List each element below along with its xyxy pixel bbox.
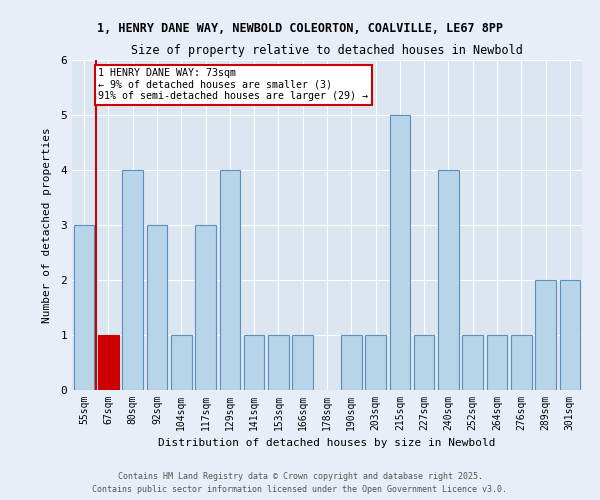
X-axis label: Distribution of detached houses by size in Newbold: Distribution of detached houses by size … <box>158 438 496 448</box>
Bar <box>365 335 386 390</box>
Text: 1, HENRY DANE WAY, NEWBOLD COLEORTON, COALVILLE, LE67 8PP: 1, HENRY DANE WAY, NEWBOLD COLEORTON, CO… <box>97 22 503 36</box>
Bar <box>463 335 483 390</box>
Bar <box>389 115 410 390</box>
Bar <box>268 335 289 390</box>
Bar <box>74 225 94 390</box>
Bar <box>244 335 265 390</box>
Bar <box>220 170 240 390</box>
Bar <box>122 170 143 390</box>
Bar <box>98 335 119 390</box>
Y-axis label: Number of detached properties: Number of detached properties <box>42 127 52 323</box>
Bar <box>341 335 362 390</box>
Bar <box>487 335 508 390</box>
Bar <box>414 335 434 390</box>
Bar <box>560 280 580 390</box>
Bar <box>171 335 191 390</box>
Text: Contains public sector information licensed under the Open Government Licence v3: Contains public sector information licen… <box>92 485 508 494</box>
Title: Size of property relative to detached houses in Newbold: Size of property relative to detached ho… <box>131 44 523 58</box>
Bar <box>535 280 556 390</box>
Bar <box>511 335 532 390</box>
Bar <box>146 225 167 390</box>
Text: 1 HENRY DANE WAY: 73sqm
← 9% of detached houses are smaller (3)
91% of semi-deta: 1 HENRY DANE WAY: 73sqm ← 9% of detached… <box>98 68 368 102</box>
Bar <box>195 225 216 390</box>
Text: Contains HM Land Registry data © Crown copyright and database right 2025.: Contains HM Land Registry data © Crown c… <box>118 472 482 481</box>
Bar <box>438 170 459 390</box>
Bar <box>292 335 313 390</box>
